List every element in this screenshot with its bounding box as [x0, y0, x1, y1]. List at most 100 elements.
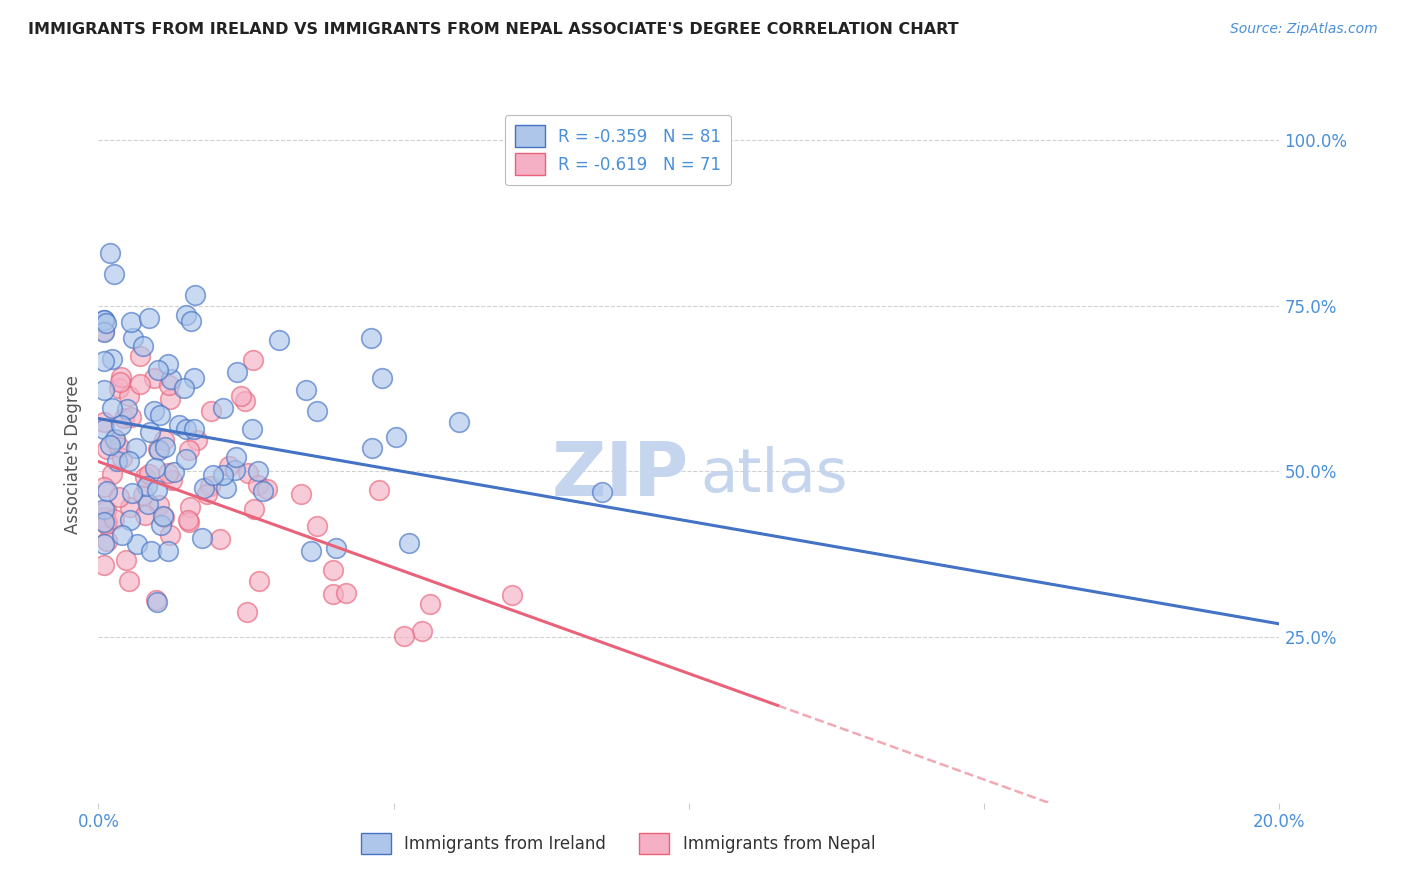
Point [93, 480, 115, 494]
Point [209, 532, 232, 546]
Point [96, 534, 118, 549]
Point [103, 267, 125, 281]
Point [252, 484, 274, 499]
Legend: Immigrants from Ireland, Immigrants from Nepal: Immigrants from Ireland, Immigrants from… [352, 822, 886, 864]
Point [104, 433, 127, 447]
Point [118, 574, 141, 589]
Point [129, 349, 152, 363]
Point [153, 440, 176, 454]
Point [247, 464, 270, 478]
Point [398, 536, 420, 550]
Point [335, 586, 357, 600]
Point [111, 450, 134, 465]
Point [167, 418, 190, 433]
Point [104, 432, 127, 446]
Point [103, 512, 125, 526]
Point [180, 314, 202, 328]
Point [107, 440, 129, 454]
Point [98, 438, 121, 452]
Point [118, 512, 141, 526]
Point [146, 595, 169, 609]
Point [184, 287, 207, 301]
Point [153, 433, 176, 447]
Point [134, 508, 156, 522]
Point [135, 479, 157, 493]
Point [138, 467, 160, 482]
Point [112, 411, 135, 425]
Point [218, 458, 240, 473]
Point [93, 510, 115, 524]
Point [96, 442, 118, 456]
Point [191, 531, 214, 545]
Point [305, 404, 328, 418]
Point [118, 453, 141, 467]
Point [149, 409, 172, 423]
Point [159, 372, 181, 386]
Point [93, 325, 115, 339]
Point [129, 376, 152, 391]
Point [143, 460, 166, 475]
Point [145, 593, 167, 607]
Point [159, 392, 181, 406]
Point [93, 354, 115, 368]
Point [94, 503, 117, 517]
Point [322, 563, 344, 577]
Point [173, 381, 195, 395]
Point [93, 313, 115, 327]
Point [177, 513, 200, 527]
Text: Source: ZipAtlas.com: Source: ZipAtlas.com [1230, 22, 1378, 37]
Point [110, 370, 132, 384]
Point [134, 470, 156, 484]
Point [148, 443, 170, 458]
Point [143, 371, 166, 385]
Point [94, 516, 117, 531]
Point [411, 624, 433, 638]
Point [449, 415, 471, 429]
Point [157, 377, 180, 392]
Point [148, 498, 170, 512]
Point [114, 552, 136, 566]
Point [176, 308, 198, 322]
Point [225, 365, 247, 379]
Point [215, 481, 238, 495]
Point [201, 467, 224, 482]
Point [231, 389, 253, 403]
Point [233, 393, 256, 408]
Point [247, 574, 270, 588]
Point [139, 544, 162, 558]
Point [93, 415, 115, 429]
Point [125, 441, 148, 455]
Point [117, 401, 139, 416]
Point [246, 478, 269, 492]
Point [243, 502, 266, 516]
Point [110, 417, 132, 432]
Text: atlas: atlas [700, 446, 848, 505]
Point [101, 467, 124, 481]
Point [157, 544, 180, 558]
Point [139, 425, 162, 439]
Point [269, 333, 291, 347]
Point [93, 502, 115, 516]
Point [238, 467, 260, 481]
Point [93, 515, 115, 529]
Point [98, 246, 121, 260]
Point [236, 605, 259, 619]
Point [240, 422, 263, 436]
Point [156, 466, 179, 480]
Point [384, 430, 406, 444]
Point [156, 358, 179, 372]
Point [94, 316, 117, 330]
Point [591, 485, 613, 500]
Point [93, 313, 115, 327]
Point [225, 450, 247, 465]
Point [501, 588, 523, 602]
Point [174, 451, 197, 466]
Point [146, 483, 169, 498]
Point [212, 401, 235, 415]
Point [392, 629, 415, 643]
Point [96, 515, 118, 529]
Point [193, 481, 215, 495]
Point [152, 508, 174, 523]
Point [183, 371, 205, 385]
Point [108, 381, 131, 395]
